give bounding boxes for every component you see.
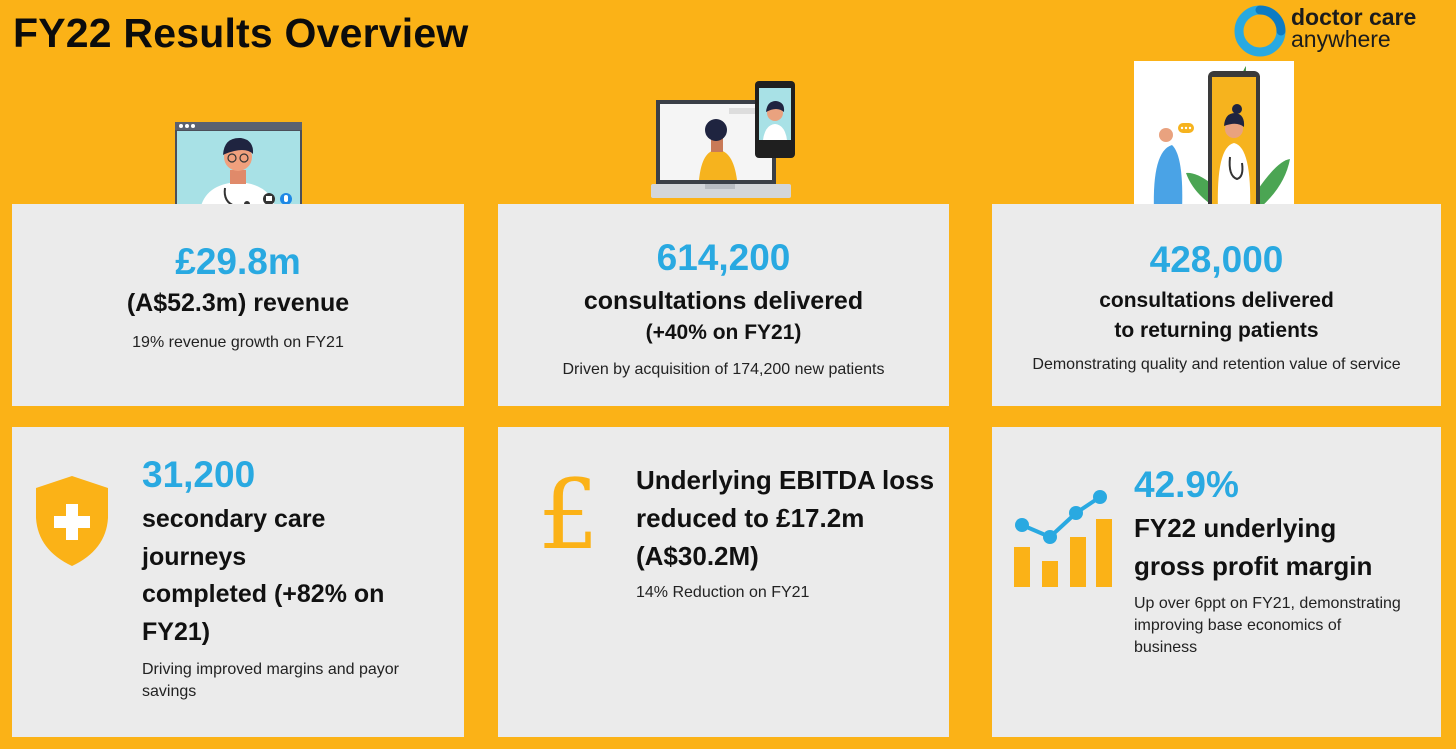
ebitda-detail: 14% Reduction on FY21: [636, 584, 810, 601]
gross-margin-heading-line2: gross profit margin: [1134, 551, 1373, 581]
secondary-care-value: 31,200: [142, 454, 256, 495]
ebitda-heading-line3: (A$30.2M): [636, 541, 759, 571]
ebitda-heading-line1: Underlying EBITDA loss: [636, 465, 935, 495]
gross-margin-detail-line2: improving base economics of: [1134, 617, 1342, 634]
pound-sign-icon: £: [538, 459, 600, 571]
secondary-care-detail-line2: savings: [142, 683, 197, 700]
gross-margin-detail-line3: business: [1134, 639, 1198, 656]
secondary-care-heading-line1: secondary care: [142, 505, 326, 533]
returning-heading-line1: consultations delivered: [1099, 289, 1334, 312]
returning-patients-card: 428,000 consultations delivered to retur…: [992, 204, 1441, 406]
consultations-heading-line2: (+40% on FY21): [645, 321, 802, 344]
revenue-card: £29.8m (A$52.3m) revenue 19% revenue gro…: [12, 204, 464, 406]
secondary-care-card: 31,200 secondary care journeys completed…: [12, 427, 464, 737]
gross-margin-card: 42.9% FY22 underlying gross profit margi…: [992, 427, 1441, 737]
consultations-value: 614,200: [656, 237, 791, 278]
revenue-value: £29.8m: [175, 241, 301, 282]
laptop-phone-illustration: [651, 81, 795, 198]
secondary-care-heading-line3: completed (+82% on: [142, 580, 385, 608]
consultations-detail: Driven by acquisition of 174,200 new pat…: [562, 361, 885, 378]
secondary-care-detail-line1: Driving improved margins and payor: [142, 661, 399, 678]
growth-chart-icon: [1014, 490, 1112, 587]
doctor-care-anywhere-logo: doctor care anywhere: [1233, 4, 1433, 58]
logo-ring-icon: [1234, 5, 1286, 57]
returning-heading-line2: to returning patients: [1114, 319, 1319, 342]
gross-margin-value: 42.9%: [1134, 464, 1239, 505]
secondary-care-heading-line4: FY21): [142, 617, 211, 646]
secondary-care-heading-line2: journeys: [142, 542, 247, 571]
consultations-heading-line1: consultations delivered: [583, 287, 864, 315]
gross-margin-detail-line1: Up over 6ppt on FY21, demonstrating: [1134, 595, 1401, 612]
logo-text-line1: doctor care: [1291, 4, 1417, 30]
consultations-card: 614,200 consultations delivered (+40% on…: [498, 204, 949, 406]
video-consultation-illustration: [175, 122, 302, 212]
logo-text-line2: anywhere: [1291, 26, 1391, 52]
ebitda-heading-line2: reduced to £17.2m: [636, 503, 865, 533]
returning-patient-illustration: [1134, 61, 1294, 224]
page-title: FY22 Results Overview: [13, 10, 469, 56]
ebitda-card: £ Underlying EBITDA loss reduced to £17.…: [498, 427, 949, 737]
returning-value: 428,000: [1149, 239, 1284, 280]
returning-detail: Demonstrating quality and retention valu…: [1032, 356, 1401, 373]
gross-margin-heading-line1: FY22 underlying: [1134, 513, 1337, 543]
revenue-heading: (A$52.3m) revenue: [126, 289, 350, 317]
shield-plus-icon: [36, 476, 108, 566]
revenue-detail: 19% revenue growth on FY21: [132, 334, 344, 351]
